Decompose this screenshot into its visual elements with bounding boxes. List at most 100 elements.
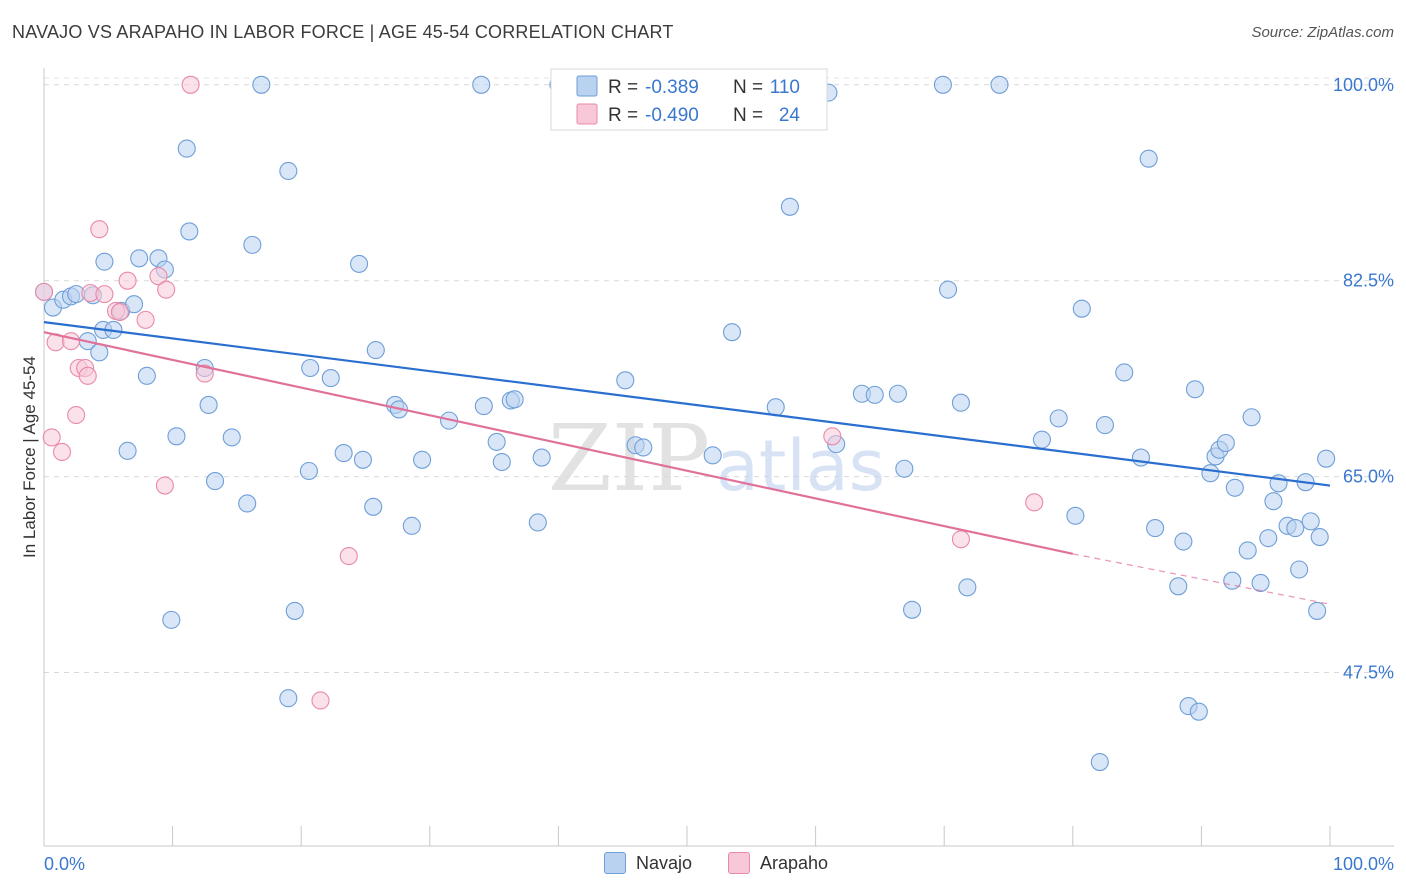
arapaho-point-14 — [118, 271, 137, 290]
navajo-point-42 — [474, 397, 493, 416]
y-axis-label: In Labor Force | Age 45-54 — [20, 356, 39, 558]
navajo-point-73 — [990, 75, 1009, 94]
navajo-swatch — [604, 852, 626, 874]
navajo-point-82 — [1139, 149, 1158, 168]
watermark-atlas: atlas — [716, 425, 885, 507]
navajo-point-33 — [299, 461, 318, 481]
navajo-point-16 — [177, 139, 196, 158]
y-tick-label-2: 82.5% — [1343, 271, 1394, 291]
navajo-point-60 — [766, 398, 785, 417]
navajo-point-77 — [1072, 299, 1091, 318]
navajo-point-12 — [95, 252, 114, 271]
y-tick-labels: 47.5% 65.0% 82.5% 100.0% — [1333, 75, 1394, 683]
navajo-point-81 — [1131, 448, 1151, 467]
navajo-point-98 — [1259, 529, 1278, 548]
navajo-point-50 — [285, 601, 304, 620]
navajo-point-51 — [279, 689, 298, 708]
navajo-point-59 — [722, 323, 742, 342]
navajo-trend-line — [43, 321, 1331, 487]
navajo-point-74 — [1032, 430, 1051, 449]
arapaho-point-8 — [78, 366, 97, 385]
arapaho-point-3 — [52, 442, 72, 462]
navajo-point-22 — [366, 341, 385, 360]
legend-label-arapaho: Arapaho — [760, 852, 829, 873]
arapaho-point-1 — [42, 428, 61, 447]
navajo-point-65 — [865, 385, 884, 404]
navajo-points — [34, 75, 1336, 772]
navajo-point-99 — [1264, 492, 1283, 511]
arapaho-trend-extension — [1072, 553, 1331, 605]
arapaho-trend-line — [43, 331, 1074, 555]
navajo-point-68 — [902, 600, 922, 619]
navajo-point-71 — [951, 393, 970, 412]
x-tick-label-start: 0.0% — [44, 854, 85, 874]
arapaho-point-19 — [181, 75, 200, 94]
arapaho-point-21 — [311, 691, 330, 710]
legend-bottom: Navajo Arapaho — [0, 852, 1406, 878]
navajo-point-35 — [353, 450, 372, 469]
chart-title: NAVAJO VS ARAPAHO IN LABOR FORCE | AGE 4… — [12, 22, 674, 42]
navajo-point-79 — [1095, 416, 1114, 435]
trend-lines — [43, 321, 1331, 605]
navajo-point-46 — [505, 390, 524, 409]
x-tick-label-end: 100.0% — [1333, 854, 1394, 874]
navajo-point-66 — [888, 384, 907, 403]
arapaho-point-0 — [34, 282, 54, 301]
navajo-point-18 — [252, 75, 271, 94]
navajo-point-34 — [334, 444, 353, 463]
navajo-point-27 — [199, 395, 218, 414]
navajo-point-43 — [487, 432, 506, 451]
navajo-point-83 — [1146, 519, 1165, 538]
navajo-point-108 — [1317, 449, 1336, 468]
navajo-point-84 — [1169, 577, 1188, 596]
arapaho-point-5 — [67, 405, 86, 425]
navajo-point-70 — [939, 280, 958, 299]
legend-item-arapaho: Arapaho — [728, 852, 828, 874]
arapaho-point-4 — [61, 332, 81, 351]
navajo-point-20 — [279, 161, 298, 181]
arapaho-point-22 — [339, 547, 358, 566]
navajo-point-47 — [532, 448, 551, 467]
navajo-point-103 — [1290, 560, 1309, 579]
navajo-point-39 — [402, 516, 421, 535]
arapaho-point-17 — [157, 280, 176, 299]
navajo-point-88 — [1189, 702, 1208, 721]
navajo-point-80 — [1115, 363, 1134, 382]
navajo-point-44 — [492, 452, 511, 472]
navajo-point-75 — [1049, 409, 1068, 428]
axes — [43, 68, 1394, 847]
legend-swatch-arapaho — [576, 103, 598, 125]
navajo-point-69 — [933, 75, 952, 94]
legend-top: R = -0.389 N = 110 R = -0.490 N = 24 — [550, 68, 828, 131]
arapaho-point-24 — [951, 530, 970, 549]
arapaho-point-10 — [90, 220, 109, 239]
y-tick-label-1: 65.0% — [1343, 467, 1394, 487]
navajo-point-89 — [1201, 464, 1220, 483]
navajo-point-23 — [301, 358, 320, 378]
navajo-point-58 — [703, 446, 722, 465]
arapaho-point-25 — [1025, 493, 1044, 512]
navajo-point-85 — [1174, 532, 1193, 551]
arapaho-point-20 — [195, 364, 214, 383]
navajo-point-87 — [1185, 380, 1205, 399]
arapaho-point-13 — [110, 302, 129, 322]
arapaho-point-23 — [823, 427, 842, 446]
legend-n-label-arapaho: N = — [733, 105, 763, 126]
navajo-point-21 — [350, 254, 369, 273]
arapaho-point-18 — [155, 476, 174, 495]
legend-item-navajo: Navajo — [604, 852, 692, 874]
navajo-point-17 — [180, 222, 199, 241]
navajo-point-32 — [238, 494, 257, 513]
navajo-point-30 — [222, 428, 241, 447]
source-credit: Source: ZipAtlas.com — [1251, 24, 1394, 41]
legend-r-label-arapaho: R = — [608, 105, 638, 126]
navajo-point-105 — [1301, 512, 1320, 531]
navajo-point-31 — [205, 472, 225, 491]
navajo-point-95 — [1238, 541, 1257, 560]
navajo-point-25 — [137, 366, 156, 385]
arapaho-points — [34, 75, 1044, 710]
navajo-point-94 — [1225, 478, 1244, 497]
navajo-point-49 — [162, 610, 181, 629]
navajo-point-36 — [364, 497, 383, 516]
